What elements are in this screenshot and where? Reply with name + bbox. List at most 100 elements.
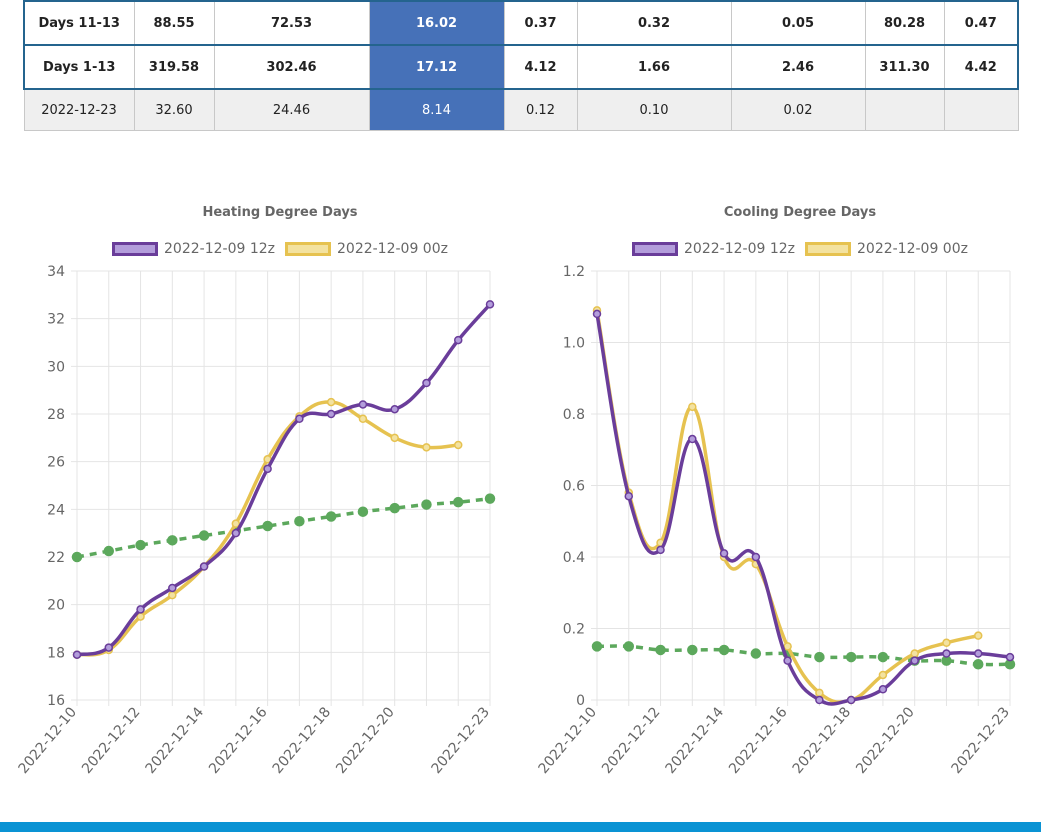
heating-degree-days-chart: Heating Degree Days 2022-12-09 12z 2022-… xyxy=(16,195,520,795)
chart-title: Cooling Degree Days xyxy=(723,205,877,220)
legend-label-12z: 2022-12-09 12z xyxy=(164,241,275,257)
x-tick-label: 2022-12-14 xyxy=(663,704,728,777)
heating-chart-plot: 16 18 20 22 24 26 28 30 32 34 2022-12-102022-12-12… xyxy=(16,264,496,777)
table-cell: 0.12 xyxy=(503,88,578,131)
series-12z-point xyxy=(231,528,241,538)
y-tick-label: 0.2 xyxy=(563,622,585,638)
legend-item-12z[interactable]: 2022-12-09 12z xyxy=(112,241,275,257)
x-tick-label: 2022-12-18 xyxy=(270,704,335,777)
series-12z-point xyxy=(656,545,665,555)
table-cell: 72.53 xyxy=(213,0,370,46)
series-normal-point xyxy=(845,651,857,663)
table-cell: 88.55 xyxy=(133,0,215,46)
series-normal-point xyxy=(718,644,730,656)
series-00z-point xyxy=(910,649,919,658)
series-12z-point xyxy=(973,649,983,658)
series-00z-point xyxy=(326,397,336,407)
x-tick-label: 2022-12-16 xyxy=(206,704,271,777)
y-tick-label: 32 xyxy=(47,312,65,328)
series-normal-point xyxy=(452,496,464,508)
series-00z-point xyxy=(390,433,399,443)
y-tick-label: 28 xyxy=(47,407,65,423)
series-normal-point xyxy=(591,641,603,652)
y-tick-label: 18 xyxy=(47,645,65,661)
series-normal-point xyxy=(135,539,146,551)
table-cell: 0.02 xyxy=(730,88,866,131)
series-12z-point xyxy=(910,656,919,665)
table-cell: 0.10 xyxy=(576,88,732,131)
series-12z-point xyxy=(104,643,114,652)
y-tick-label: 1.0 xyxy=(563,336,585,352)
series-12z-point xyxy=(592,309,602,319)
y-tick-label: 0.4 xyxy=(563,550,585,566)
table-cell: 0.37 xyxy=(503,0,578,46)
table-cell xyxy=(943,88,1019,131)
table-cell: 80.28 xyxy=(864,0,945,46)
series-normal-point xyxy=(103,545,115,557)
y-tick-label: 24 xyxy=(47,502,65,518)
x-tick-label: 2022-12-20 xyxy=(333,704,398,777)
table-cell: 4.12 xyxy=(503,44,578,90)
legend-item-00z[interactable]: 2022-12-09 00z xyxy=(285,241,448,257)
series-00z-point xyxy=(168,590,177,600)
table-cell: 17.12 xyxy=(368,44,505,90)
chart-legend: 2022-12-09 12z 2022-12-09 00z xyxy=(540,241,1041,257)
series-00z-point xyxy=(358,414,368,424)
table-cell: 24.46 xyxy=(213,88,370,131)
y-tick-label: 16 xyxy=(47,693,65,709)
legend-label-12z: 2022-12-09 12z xyxy=(684,241,795,257)
table-cell: 8.14 xyxy=(368,88,505,131)
series-12z-point xyxy=(485,300,495,309)
series-12z-point xyxy=(719,549,729,558)
x-tick-label: 2022-12-23 xyxy=(949,704,1014,777)
series-12z-point xyxy=(326,409,336,419)
x-tick-label: 2022-12-10 xyxy=(16,704,81,777)
x-tick-label: 2022-12-23 xyxy=(429,704,494,777)
series-normal-point xyxy=(750,648,762,659)
series-12z-point xyxy=(751,552,761,562)
legend-swatch-00z xyxy=(285,242,331,256)
x-tick-label: 2022-12-12 xyxy=(599,704,664,777)
y-tick-label: 1.2 xyxy=(563,264,585,280)
row-label-cell: Days 1-13 xyxy=(23,44,135,90)
series-12z-point xyxy=(624,491,634,501)
table-cell: 2.46 xyxy=(730,44,866,90)
cooling-chart-plot: 00.20.40.60.81.01.22022-12-102022-12-122… xyxy=(536,264,1016,777)
legend-item-12z[interactable]: 2022-12-09 12z xyxy=(632,241,795,257)
series-normal-point xyxy=(167,535,178,546)
series-12z-point xyxy=(422,378,431,388)
series-normal-point xyxy=(687,644,698,656)
series-normal-point xyxy=(325,511,337,522)
series-12z-point xyxy=(878,685,888,694)
series-normal-point xyxy=(262,520,273,532)
series-12z-point xyxy=(942,649,951,658)
series-12z-point xyxy=(390,404,399,414)
y-tick-label: 0.6 xyxy=(563,479,585,495)
row-label-cell: Days 11-13 xyxy=(23,0,135,46)
cooling-degree-days-chart: Cooling Degree Days 2022-12-09 12z 2022-… xyxy=(536,195,1041,795)
series-12z-point xyxy=(688,434,697,444)
series-normal-point xyxy=(357,506,369,517)
series-normal-point xyxy=(877,651,889,663)
series-normal-point xyxy=(623,641,635,652)
table-cell: 32.60 xyxy=(133,88,215,131)
table-cell: 302.46 xyxy=(213,44,370,90)
chart-title: Heating Degree Days xyxy=(202,205,358,220)
legend-label-00z: 2022-12-09 00z xyxy=(857,241,968,257)
legend-item-00z[interactable]: 2022-12-09 00z xyxy=(805,241,968,257)
y-tick-label: 34 xyxy=(47,264,65,280)
table-cell: 0.47 xyxy=(943,0,1019,46)
row-label-cell: 2022-12-23 xyxy=(23,88,135,131)
table-cell: 1.66 xyxy=(576,44,732,90)
y-tick-label: 20 xyxy=(47,598,65,614)
forecast-table: Days 11-13 88.55 72.53 16.02 0.37 0.32 0.05 80.… xyxy=(23,0,1019,131)
series-12z-point xyxy=(168,583,177,593)
series-12z-point xyxy=(846,695,856,705)
series-12z-point xyxy=(72,650,82,659)
series-00z-point xyxy=(783,642,792,651)
series-normal-point xyxy=(389,502,400,514)
series-00z-point xyxy=(422,443,431,452)
series-12z-point xyxy=(295,414,304,424)
x-tick-label: 2022-12-12 xyxy=(79,704,144,777)
series-12z-line xyxy=(595,313,1011,706)
